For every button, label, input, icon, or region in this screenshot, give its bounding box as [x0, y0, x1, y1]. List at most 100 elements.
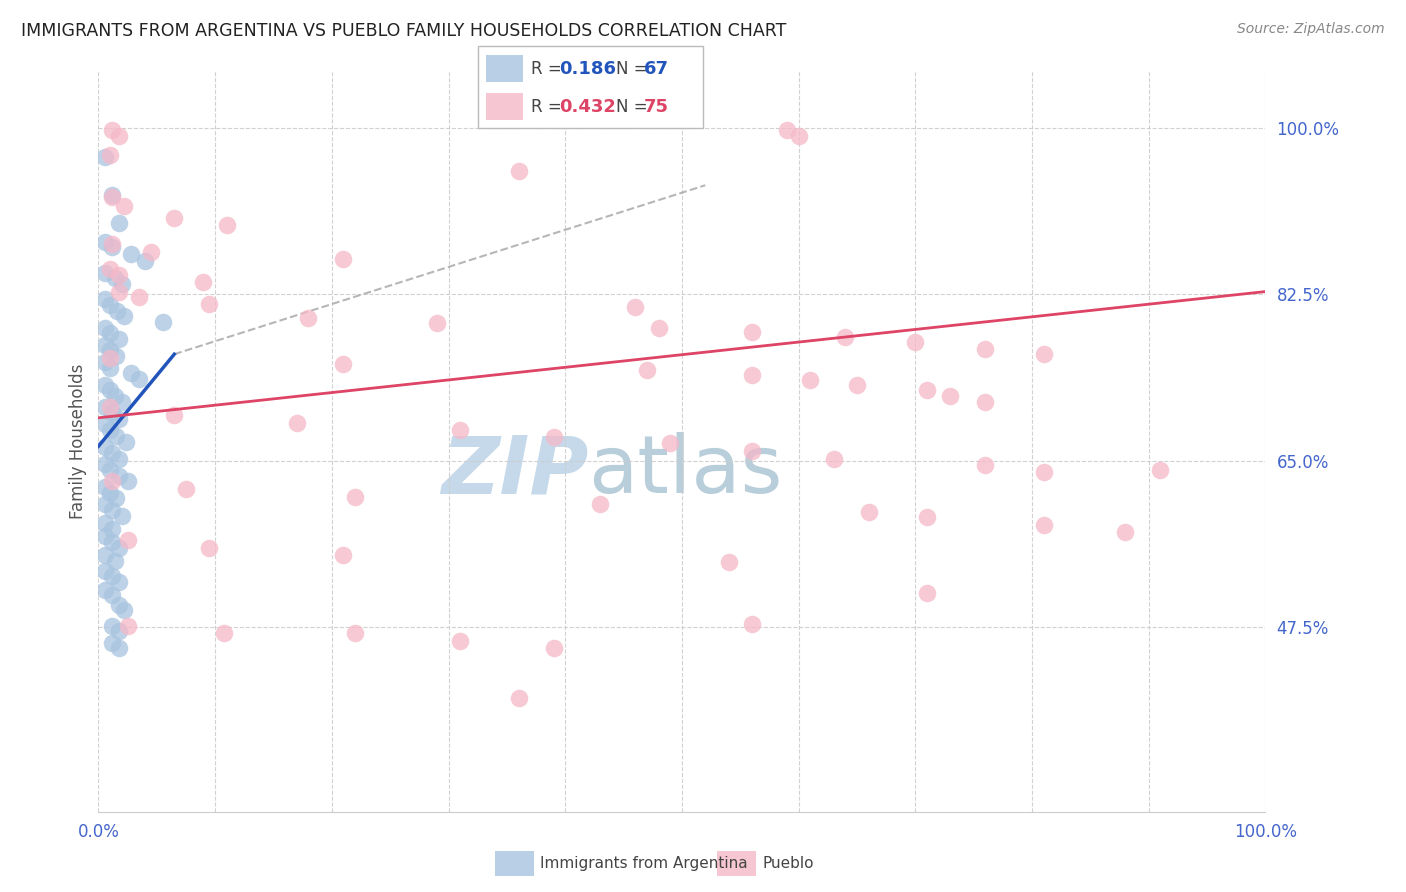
Point	[915, 586, 938, 600]
Point	[108, 128, 131, 143]
Point	[112, 310, 135, 324]
Point	[94, 582, 117, 597]
Point	[104, 429, 127, 443]
Point	[104, 554, 127, 568]
Point	[139, 244, 162, 259]
Point	[1114, 524, 1136, 539]
Point	[117, 533, 139, 548]
Point	[101, 569, 124, 583]
Point	[112, 603, 135, 617]
Text: Immigrants from Argentina: Immigrants from Argentina	[540, 856, 748, 871]
Point	[741, 444, 763, 458]
Point	[94, 150, 117, 164]
Point	[134, 254, 156, 268]
Point	[449, 423, 471, 437]
Text: 67: 67	[644, 61, 669, 78]
Point	[1032, 347, 1054, 361]
Point	[120, 246, 142, 260]
Point	[98, 485, 121, 500]
Point	[94, 355, 117, 369]
Point	[108, 332, 131, 346]
Point	[108, 268, 131, 283]
Point	[508, 690, 530, 705]
Point	[193, 275, 215, 289]
Text: R =: R =	[531, 98, 568, 116]
Point	[741, 616, 763, 631]
Point	[198, 297, 221, 311]
Point	[787, 128, 810, 143]
Point	[98, 351, 121, 365]
Point	[776, 123, 799, 137]
Point	[285, 416, 308, 430]
Point	[332, 357, 354, 371]
Point	[332, 252, 354, 267]
Point	[98, 326, 121, 341]
Point	[120, 366, 142, 380]
Point	[974, 342, 997, 356]
Point	[101, 588, 124, 602]
Point	[111, 394, 134, 409]
Point	[98, 298, 121, 312]
Point	[111, 277, 134, 291]
Y-axis label: Family Households: Family Households	[69, 364, 87, 519]
Text: IMMIGRANTS FROM ARGENTINA VS PUEBLO FAMILY HOUSEHOLDS CORRELATION CHART: IMMIGRANTS FROM ARGENTINA VS PUEBLO FAMI…	[21, 22, 786, 40]
Point	[846, 377, 869, 392]
Text: 0.432: 0.432	[560, 98, 616, 116]
Point	[636, 363, 658, 377]
Point	[215, 218, 238, 232]
Point	[94, 480, 117, 494]
Point	[426, 316, 449, 330]
Point	[117, 618, 139, 632]
Point	[1032, 465, 1054, 479]
Point	[915, 510, 938, 524]
Point	[98, 423, 121, 437]
Point	[98, 401, 121, 415]
Point	[974, 394, 997, 409]
Point	[108, 285, 131, 299]
Point	[128, 372, 150, 386]
Point	[108, 541, 131, 555]
Point	[717, 555, 740, 569]
Point	[108, 641, 131, 656]
Point	[94, 377, 117, 392]
Point	[198, 541, 221, 555]
Point	[112, 199, 135, 213]
Point	[108, 574, 131, 589]
Point	[94, 292, 117, 306]
Point	[94, 516, 117, 531]
Point	[101, 636, 124, 650]
Point	[94, 529, 117, 543]
Point	[117, 475, 139, 489]
Point	[94, 235, 117, 250]
Point	[741, 368, 763, 383]
Point	[104, 389, 127, 403]
Point	[823, 451, 845, 466]
Point	[974, 458, 997, 473]
Point	[94, 320, 117, 334]
Point	[101, 237, 124, 252]
Point	[108, 468, 131, 483]
Point	[163, 408, 186, 422]
Point	[1032, 518, 1054, 533]
Point	[332, 549, 354, 563]
Point	[904, 334, 927, 349]
Text: ZIP: ZIP	[441, 432, 589, 510]
Point	[108, 598, 131, 612]
Point	[449, 633, 471, 648]
Point	[98, 343, 121, 358]
Point	[741, 326, 763, 340]
Point	[98, 463, 121, 477]
Text: 0.186: 0.186	[560, 61, 617, 78]
Point	[94, 549, 117, 563]
Point	[344, 490, 367, 504]
Point	[105, 303, 128, 318]
Point	[101, 446, 124, 460]
Text: Source: ZipAtlas.com: Source: ZipAtlas.com	[1237, 22, 1385, 37]
Point	[834, 330, 856, 344]
Point	[108, 216, 131, 230]
Point	[101, 618, 124, 632]
Text: atlas: atlas	[589, 432, 783, 510]
Point	[98, 384, 121, 398]
Point	[174, 482, 197, 496]
Point	[94, 266, 117, 280]
